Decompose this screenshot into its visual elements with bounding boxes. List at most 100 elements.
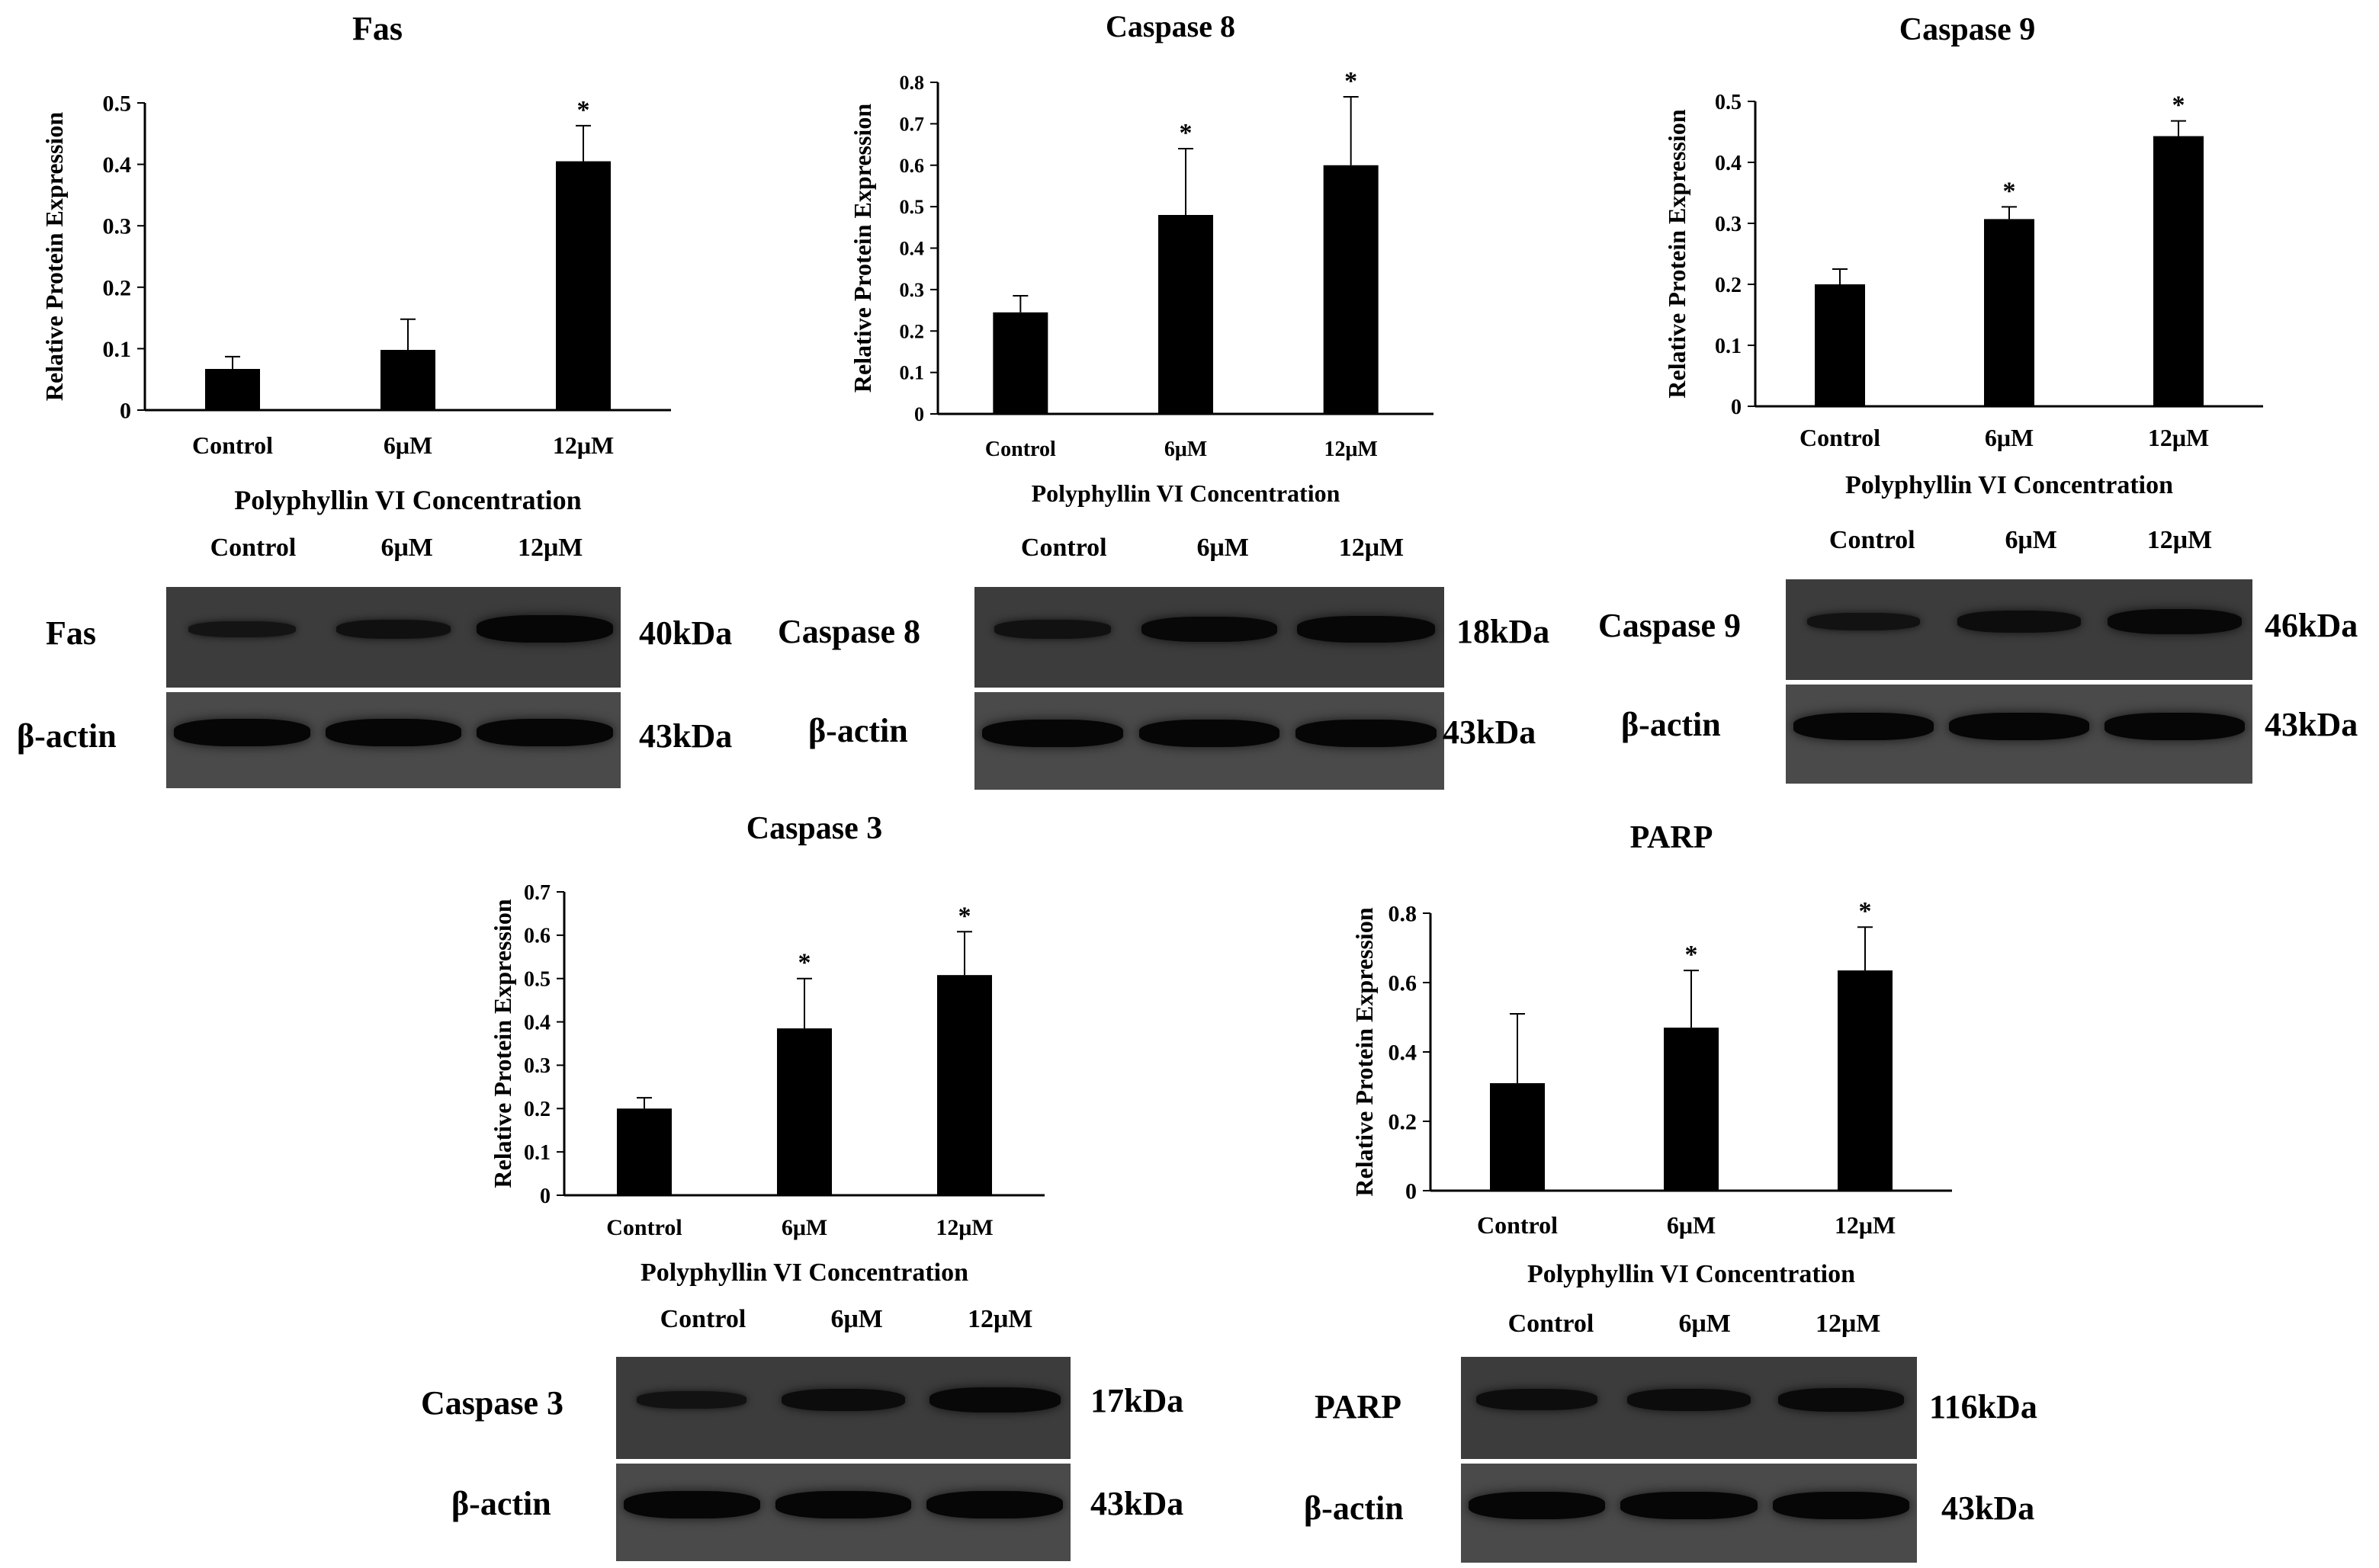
blot-band: [325, 718, 462, 746]
y-tick-label: 0.4: [524, 1011, 551, 1034]
bar: [2153, 136, 2204, 406]
y-axis-label: Relative Protein Expression: [849, 104, 876, 393]
bar: [1984, 219, 2034, 406]
fas-kda: 40kDa: [639, 614, 733, 652]
y-tick-label: 0.4: [900, 238, 925, 260]
blot-band: [188, 620, 296, 638]
y-tick-label: 0.8: [900, 72, 925, 94]
caspase3-chart: Caspase 3 0 0.1 0.2 0.3 0.4 0.5 0.6 0.7 Control * 6…: [489, 811, 1045, 1287]
blot-separator: [616, 1459, 1071, 1464]
y-tick-label: 0.3: [900, 279, 925, 301]
bar: [556, 161, 611, 410]
caspase9-blot-lane-labels: Control 6μM 12μM: [1784, 526, 2257, 555]
lane-label-control: Control: [1020, 534, 1107, 562]
x-tick-label: 6μM: [1667, 1211, 1716, 1239]
blot-band: [1468, 1491, 1606, 1519]
blot-separator: [1786, 680, 2252, 685]
parp-actin-label: β-actin: [1304, 1489, 1404, 1527]
parp-chart: PARP 0 0.2 0.4 0.6 0.8 Control * 6μM * 12μM Polyphy…: [1350, 820, 1952, 1288]
x-axis-label: Polyphyllin VI Concentration: [640, 1259, 968, 1287]
lane-label-6um: 6μM: [1196, 534, 1249, 562]
significance-star: *: [798, 949, 811, 977]
lane-label-6um: 6μM: [2005, 526, 2057, 554]
x-tick-label: Control: [606, 1215, 682, 1240]
bar: [1815, 284, 1865, 406]
y-tick-label: 0.3: [524, 1054, 551, 1078]
blot-band: [1138, 719, 1280, 747]
y-tick-label: 0.1: [524, 1141, 551, 1165]
bar: [205, 368, 260, 410]
y-axis-label: Relative Protein Expression: [489, 899, 516, 1188]
y-tick-label: 0.2: [103, 275, 132, 300]
caspase8-actin-label: β-actin: [808, 712, 908, 749]
y-tick-label: 0.1: [900, 362, 925, 384]
parp-blot-label: PARP: [1315, 1388, 1402, 1425]
x-axis-label: Polyphyllin VI Concentration: [1032, 479, 1340, 507]
blot-band: [623, 1490, 760, 1518]
significance-star: *: [1685, 941, 1698, 969]
blot-band: [1476, 1389, 1597, 1411]
x-tick-label: 6μM: [1164, 438, 1207, 461]
bar: [993, 312, 1048, 414]
x-tick-label: 12μM: [553, 431, 614, 459]
fas-panel: Fas 0 0.1 0.2 0.3 0.4 0.5 Control 6μM * 12μM Polyph…: [0, 0, 778, 797]
bar: [937, 975, 992, 1195]
y-tick-label: 0.4: [1389, 1041, 1417, 1066]
chart-title: Caspase 8: [1106, 9, 1235, 43]
significance-star: *: [958, 902, 971, 930]
x-axis-label: Polyphyllin VI Concentration: [234, 485, 581, 515]
fas-blot-lane-labels: Control 6μM 12μM: [168, 534, 625, 563]
caspase8-blot-label: Caspase 8: [778, 613, 921, 650]
blot-band: [782, 1388, 905, 1412]
caspase8-blot: [974, 587, 1444, 688]
caspase3-actin-label: β-actin: [451, 1485, 551, 1522]
significance-star: *: [2003, 177, 2016, 205]
chart-title: Caspase 9: [1899, 12, 2036, 47]
blot-band: [1772, 1491, 1910, 1519]
y-tick-label: 0: [1405, 1179, 1417, 1204]
chart-title: PARP: [1630, 820, 1713, 855]
bar: [777, 1028, 832, 1195]
y-tick-label: 0: [1731, 396, 1742, 419]
lane-label-control: Control: [1507, 1310, 1594, 1338]
blot-band: [929, 1387, 1061, 1412]
caspase9-kda: 46kDa: [2265, 607, 2358, 644]
significance-star: *: [1344, 67, 1357, 95]
blot-separator: [166, 688, 621, 692]
caspase8-panel: Caspase 8 0 0.1 0.2 0.3 0.4 0.5 0.6 0.7 0.8 Contro…: [778, 0, 1578, 797]
x-tick-label: 12μM: [1324, 438, 1378, 461]
blot-band: [637, 1390, 747, 1409]
x-tick-label: 6μM: [1985, 424, 2034, 451]
caspase9-blot-label: Caspase 9: [1598, 607, 1742, 644]
blot-band: [1807, 612, 1920, 630]
bar: [380, 350, 435, 410]
blot-band: [477, 615, 614, 643]
caspase8-kda: 18kDa: [1456, 613, 1550, 650]
y-tick-label: 0: [540, 1185, 551, 1208]
fas-blot: [166, 587, 621, 688]
bar: [1158, 215, 1213, 414]
blot-band: [1777, 1387, 1905, 1412]
caspase8-actin-blot: [974, 692, 1444, 790]
y-tick-label: 0.5: [900, 196, 925, 218]
x-tick-label: Control: [985, 438, 1056, 461]
x-tick-label: 12μM: [2148, 424, 2209, 451]
y-tick-label: 0.2: [1715, 274, 1742, 297]
bar: [1490, 1082, 1545, 1191]
lane-label-12um: 12μM: [1338, 534, 1405, 562]
significance-star: *: [577, 96, 590, 124]
caspase8-actin-kda: 43kDa: [1443, 713, 1536, 751]
y-tick-label: 0.6: [1389, 971, 1417, 996]
significance-star: *: [1180, 119, 1193, 147]
x-axis-label: Polyphyllin VI Concentration: [1527, 1260, 1855, 1288]
y-tick-label: 0.6: [900, 155, 925, 177]
y-tick-label: 0.3: [103, 214, 132, 239]
y-tick-label: 0.4: [103, 152, 132, 178]
caspase9-actin-blot: [1786, 685, 2252, 784]
bar: [1664, 1028, 1719, 1191]
parp-blot: [1461, 1357, 1917, 1459]
lane-label-12um: 12μM: [1816, 1310, 1881, 1338]
y-tick-label: 0.6: [524, 925, 551, 948]
x-tick-label: Control: [1477, 1211, 1558, 1239]
x-tick-label: 6μM: [384, 431, 432, 459]
